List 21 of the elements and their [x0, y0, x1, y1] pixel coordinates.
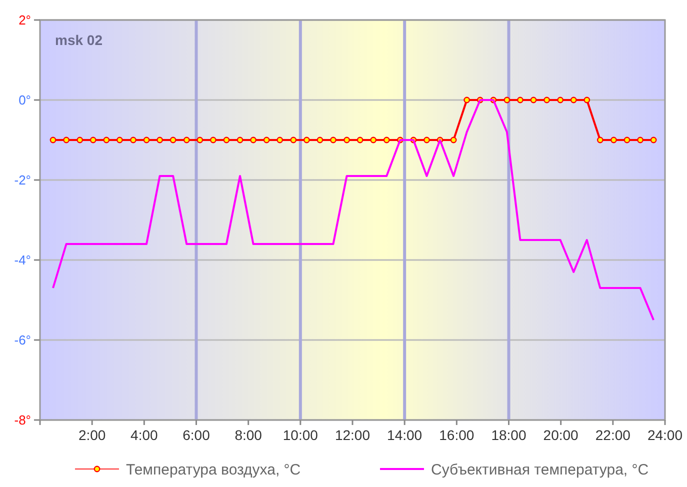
x-tick-label: 4:00 — [130, 427, 158, 443]
x-tick-label: 2:00 — [78, 427, 106, 443]
x-tick-label: 6:00 — [182, 427, 210, 443]
legend-label: Температура воздуха, °C — [126, 461, 301, 478]
x-tick-label: 14:00 — [387, 427, 422, 443]
legend-label: Субъективная температура, °C — [431, 461, 649, 478]
x-tick-label: 10:00 — [282, 427, 318, 443]
x-tick-label: 16:00 — [439, 427, 474, 443]
y-tick-label: -2° — [14, 172, 31, 188]
x-tick-label: 20:00 — [543, 427, 579, 443]
y-tick-label: -4° — [14, 252, 31, 268]
x-tick-label: 22:00 — [595, 427, 631, 443]
annotation: msk 02 — [55, 32, 103, 48]
y-tick-label: 2° — [18, 12, 31, 28]
y-tick-label: -8° — [14, 412, 31, 428]
x-tick-label: 18:00 — [491, 427, 526, 443]
x-tick-label: 8:00 — [234, 427, 262, 443]
y-tick-label: -6° — [14, 332, 31, 348]
y-tick-label: 0° — [18, 92, 31, 108]
x-tick-label: 12:00 — [334, 427, 370, 443]
x-tick-label: 24:00 — [647, 427, 683, 443]
